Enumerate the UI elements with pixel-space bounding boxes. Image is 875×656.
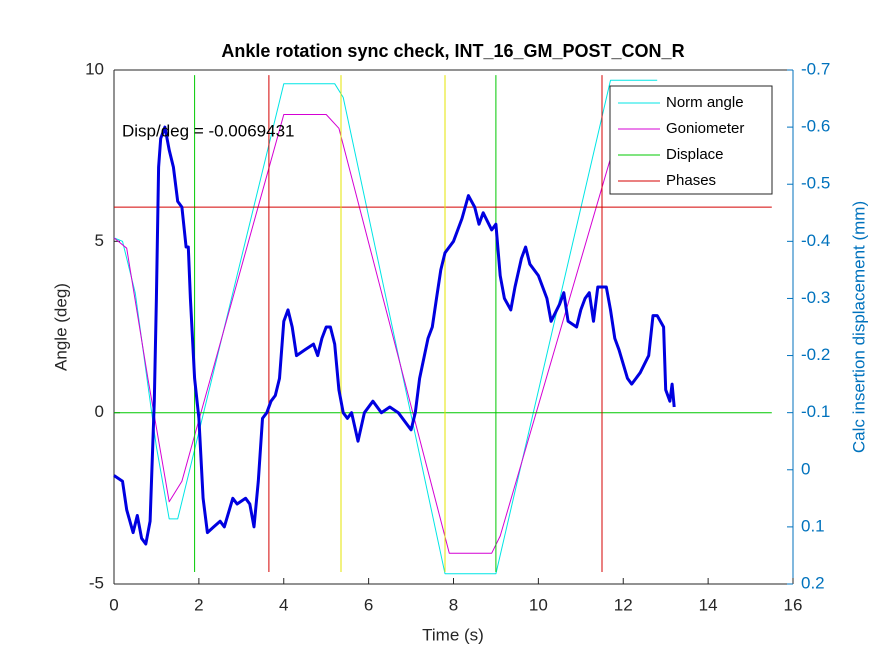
y2-tick-label: 0 (801, 459, 810, 478)
y-tick-label: 10 (85, 59, 104, 78)
y2-tick-label: -0.5 (801, 174, 830, 193)
y2-tick-label: -0.1 (801, 402, 830, 421)
x-tick-label: 12 (614, 595, 633, 614)
y2-axis-label: Calc insertion displacement (mm) (849, 201, 868, 453)
y2-tick-label: -0.4 (801, 231, 830, 250)
legend-label: Phases (666, 172, 716, 189)
y-axis-label: Angle (deg) (51, 283, 70, 371)
y2-tick-label: 0.2 (801, 573, 825, 592)
x-tick-label: 4 (279, 595, 288, 614)
y2-tick-label: 0.1 (801, 516, 825, 535)
x-axis-label: Time (s) (422, 625, 484, 644)
x-tick-label: 2 (194, 595, 203, 614)
y-tick-label: 0 (95, 402, 104, 421)
legend-label: Norm angle (666, 94, 744, 111)
legend-box (609, 85, 773, 195)
y-tick-label: 5 (95, 231, 104, 250)
series-line (113, 125, 676, 546)
x-tick-label: 14 (699, 595, 718, 614)
x-tick-label: 10 (529, 595, 548, 614)
x-tick-label: 6 (364, 595, 373, 614)
x-tick-label: 16 (784, 595, 803, 614)
legend-label: Goniometer (666, 120, 744, 137)
y2-tick-label: -0.3 (801, 288, 830, 307)
x-tick-label: 0 (109, 595, 118, 614)
y-tick-label: -5 (89, 573, 104, 592)
y2-tick-label: -0.7 (801, 59, 830, 78)
annotation: Disp/deg = -0.0069431 (122, 121, 295, 140)
x-tick-label: 8 (449, 595, 458, 614)
series-line (113, 114, 624, 554)
series-line (113, 79, 658, 575)
chart-title: Ankle rotation sync check, INT_16_GM_POS… (221, 41, 684, 61)
y2-tick-label: -0.6 (801, 117, 830, 136)
y2-tick-label: -0.2 (801, 345, 830, 364)
legend-label: Displace (666, 146, 724, 163)
